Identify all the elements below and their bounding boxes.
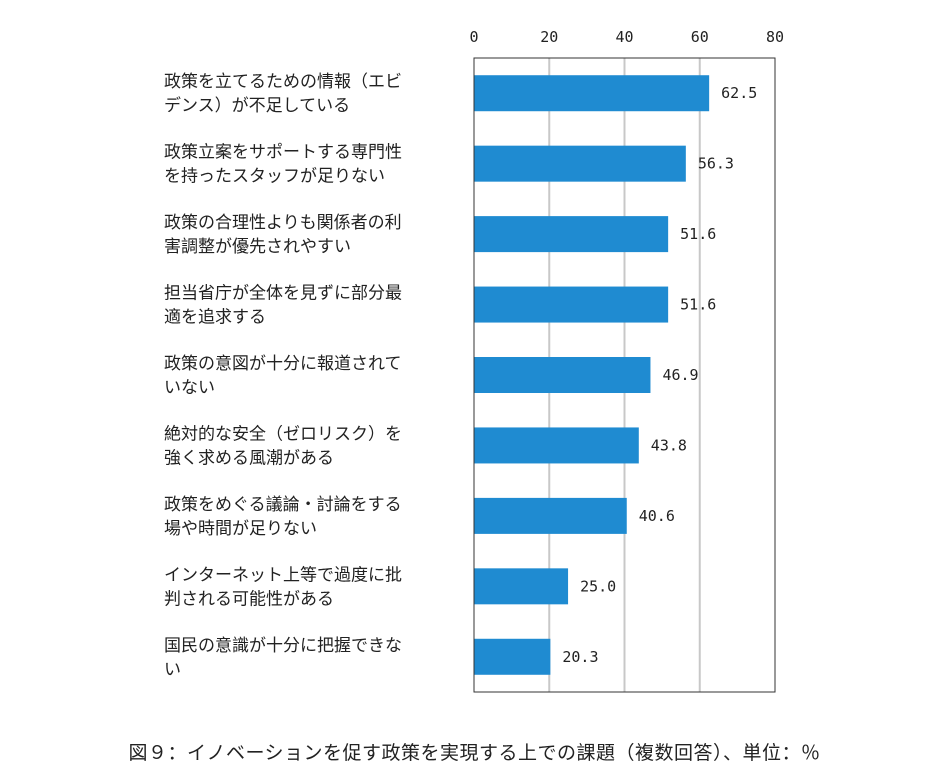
- category-label-6-line-2: 強く求める風潮がある: [164, 448, 334, 468]
- category-label-5-line-1: 政策の意図が十分に報道されて: [164, 354, 402, 374]
- data-label-9: 20.3: [562, 648, 598, 666]
- x-tick-labels: 0 20 40 60 80: [469, 28, 784, 46]
- category-label-9-line-2: い: [164, 660, 181, 680]
- bars: [474, 75, 710, 675]
- data-label-4: 51.6: [680, 296, 716, 314]
- bar-5: [474, 357, 651, 393]
- category-label-2-line-1: 政策立案をサポートする専門性: [164, 143, 402, 163]
- bar-4: [474, 286, 669, 323]
- category-label-9-line-1: 国民の意識が十分に把握できな: [164, 636, 402, 656]
- category-label-4-line-2: 適を追求する: [164, 308, 266, 328]
- bar-3: [474, 216, 669, 253]
- category-label-2-line-2: を持ったスタッフが足りない: [164, 167, 385, 187]
- category-label-3-line-2: 害調整が優先されやすい: [164, 237, 351, 257]
- data-labels: 62.5 56.3 51.6 51.6 46.9 43.8 40.6 25.0 20.3: [562, 84, 757, 666]
- category-label-7-line-2: 場や時間が足りない: [164, 519, 317, 539]
- bar-8: [474, 568, 569, 605]
- bar-9: [474, 638, 551, 675]
- bar-2: [474, 145, 686, 182]
- x-tick-60: 60: [691, 28, 709, 46]
- category-label-7-line-1: 政策をめぐる議論・討論をする: [164, 495, 402, 515]
- category-label-1-line-1: 政策を立てるための情報（エビ: [164, 72, 402, 92]
- category-label-8-line-2: 判される可能性がある: [164, 589, 334, 609]
- data-label-6: 43.8: [651, 436, 687, 454]
- bar-1: [474, 75, 710, 112]
- category-label-1-line-2: デンス）が不足している: [164, 95, 350, 116]
- bar-6: [474, 427, 639, 464]
- category-labels: 政策を立てるための情報（エビデンス）が不足している政策立案をサポートする専門性を…: [164, 72, 402, 680]
- category-label-4-line-1: 担当省庁が全体を見ずに部分最: [164, 284, 402, 304]
- x-tick-40: 40: [615, 28, 633, 46]
- category-label-5-line-2: いない: [164, 378, 215, 398]
- horizontal-bar-chart: 0 20 40 60 80 62.5 56.3 51.6 51.6 46.9 43.8 40.6 25…: [164, 28, 784, 693]
- data-label-7: 40.6: [639, 507, 675, 525]
- figure-caption: 図９：イノベーションを促す政策を実現する上での課題（複数回答）、単位：％: [128, 742, 821, 764]
- category-label-3-line-1: 政策の合理性よりも関係者の利: [164, 213, 402, 233]
- x-tick-20: 20: [540, 28, 558, 46]
- data-label-8: 25.0: [580, 577, 616, 595]
- data-label-3: 51.6: [680, 225, 716, 243]
- x-tick-80: 80: [766, 28, 784, 46]
- data-label-2: 56.3: [698, 155, 734, 173]
- data-label-5: 46.9: [662, 366, 698, 384]
- category-label-6-line-1: 絶対的な安全（ゼロリスク）を: [164, 424, 402, 444]
- plot-frame: [473, 57, 776, 693]
- category-label-8-line-1: インターネット上等で過度に批: [164, 565, 402, 585]
- bar-7: [474, 497, 627, 534]
- x-tick-0: 0: [469, 28, 478, 46]
- data-label-1: 62.5: [721, 84, 757, 102]
